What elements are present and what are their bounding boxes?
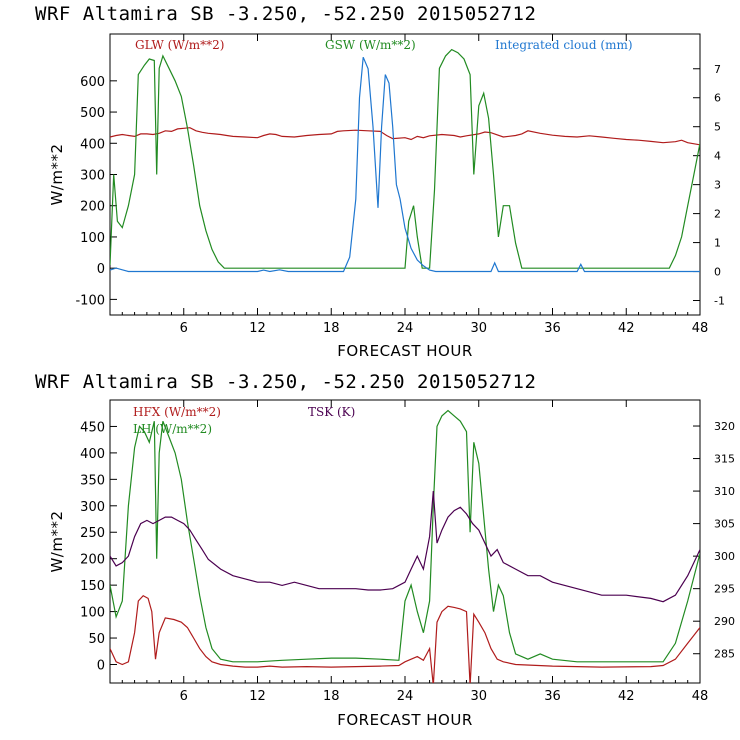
y-tick-label: 150 — [80, 579, 105, 594]
y2-tick-label: 315 — [714, 453, 735, 466]
y-tick-label: 350 — [80, 473, 105, 488]
x-tick-label: 30 — [470, 689, 487, 704]
y2-tick-label: 285 — [714, 648, 735, 661]
y2-tick-label: 3 — [714, 179, 721, 192]
series-line-lh — [110, 409, 700, 663]
plot-frame — [109, 399, 701, 684]
y-tick-label: 50 — [88, 632, 105, 647]
y2-tick-label: 2 — [714, 208, 721, 221]
y-tick-label: 400 — [80, 137, 105, 152]
y-tick-label: 200 — [80, 553, 105, 568]
y-axis-label: W/m**2 — [48, 510, 66, 572]
y2-tick-label: 310 — [714, 485, 735, 498]
y-tick-label: 500 — [80, 106, 105, 121]
x-axis-label: FORECAST HOUR — [337, 342, 473, 360]
x-tick-label: 24 — [397, 689, 414, 704]
y-tick-label: 450 — [80, 420, 105, 435]
y-tick-label: 100 — [80, 231, 105, 246]
series-line-glw — [110, 127, 700, 146]
series-line-tsk — [110, 491, 700, 603]
x-tick-label: 12 — [249, 689, 266, 704]
y-tick-label: 300 — [80, 500, 105, 515]
y-tick-label: 0 — [97, 658, 105, 673]
y-tick-label: 300 — [80, 169, 105, 184]
y2-tick-label: 0 — [714, 266, 721, 279]
x-tick-label: 24 — [397, 321, 414, 336]
legend-entry: GSW (W/m**2) — [325, 38, 416, 52]
y-tick-label: 400 — [80, 447, 105, 462]
y2-tick-label: 7 — [714, 63, 721, 76]
x-tick-label: 30 — [470, 321, 487, 336]
y-tick-label: 200 — [80, 200, 105, 215]
y2-tick-label: 295 — [714, 583, 735, 596]
y-axis-label: W/m**2 — [48, 143, 66, 205]
y2-tick-label: 290 — [714, 615, 735, 628]
chart-title: WRF Altamira SB -3.250, -52.250 20150527… — [35, 371, 536, 393]
x-tick-label: 12 — [249, 321, 266, 336]
y2-tick-label: 1 — [714, 237, 721, 250]
y2-tick-label: 300 — [714, 550, 735, 563]
legend-entry: TSK (K) — [308, 405, 355, 419]
series-line-integrated — [110, 56, 700, 273]
x-tick-label: 6 — [180, 321, 188, 336]
series-line-hfx — [110, 594, 700, 683]
y2-tick-label: 320 — [714, 420, 735, 433]
y-tick-label: 100 — [80, 606, 105, 621]
y2-tick-label: 6 — [714, 92, 721, 105]
legend-entry: LH (W/m**2) — [133, 422, 212, 436]
plot-frame — [109, 33, 701, 316]
x-tick-label: 48 — [692, 321, 709, 336]
y2-tick-label: 5 — [714, 121, 721, 134]
y-tick-label: 600 — [80, 75, 105, 90]
y-tick-label: 250 — [80, 526, 105, 541]
series-line-gsw — [110, 48, 700, 269]
x-tick-label: 36 — [544, 321, 561, 336]
legend-entry: HFX (W/m**2) — [133, 405, 221, 419]
legend-entry: GLW (W/m**2) — [135, 38, 224, 52]
y2-tick-label: -1 — [714, 295, 725, 308]
y2-tick-label: 305 — [714, 518, 735, 531]
x-tick-label: 18 — [323, 689, 340, 704]
x-tick-label: 42 — [618, 689, 635, 704]
x-tick-label: 36 — [544, 689, 561, 704]
x-tick-label: 18 — [323, 321, 340, 336]
chart-title: WRF Altamira SB -3.250, -52.250 20150527… — [35, 3, 536, 25]
x-tick-label: 42 — [618, 321, 635, 336]
x-axis-label: FORECAST HOUR — [337, 711, 473, 729]
y-tick-label: 0 — [97, 262, 105, 277]
y-tick-label: -100 — [75, 293, 105, 308]
y2-tick-label: 4 — [714, 150, 721, 163]
x-tick-label: 6 — [180, 689, 188, 704]
legend-entry: Integrated cloud (mm) — [495, 38, 633, 52]
x-tick-label: 48 — [692, 689, 709, 704]
